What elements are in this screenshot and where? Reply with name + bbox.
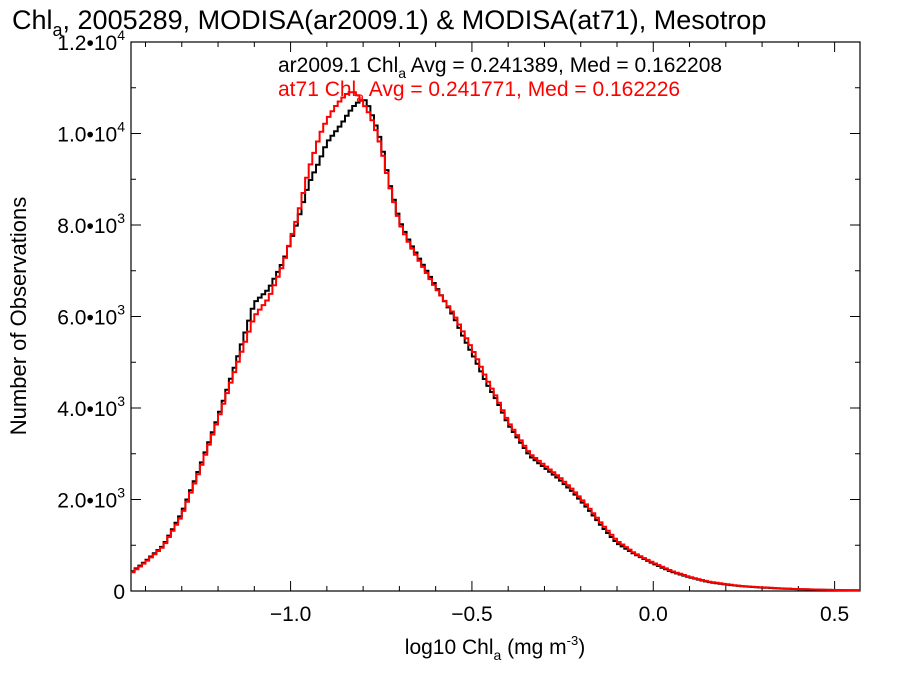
- y-tick-label: 1.2•104: [57, 27, 125, 55]
- x-tick-label: 0.5: [820, 603, 849, 626]
- x-tick-label: 0.0: [639, 603, 668, 626]
- y-tick-label: 8.0•103: [57, 210, 125, 238]
- y-tick-label: 4.0•103: [57, 393, 125, 421]
- x-tick-labels: −1.0 −0.5 0.0 0.5: [270, 603, 849, 626]
- x-axis-label: log10 Chla (mg m-3): [405, 633, 585, 663]
- y-tick-label: 1.0•104: [57, 119, 125, 147]
- y-tick-labels: 0 2.0•103 4.0•103 6.0•103 8.0•103 1.0•104 1.2•…: [57, 27, 125, 604]
- series-at71-line: [131, 91, 860, 592]
- plot-frame: [130, 41, 861, 592]
- histogram-series: [131, 91, 860, 592]
- chart-title: Chla, 2005289, MODISA(ar2009.1) & MODISA…: [12, 5, 766, 40]
- annotation-at71: at71 Chla Avg = 0.241771, Med = 0.162226: [278, 78, 680, 105]
- y-tick-label: 0: [113, 581, 125, 604]
- x-tick-label: −0.5: [451, 603, 492, 626]
- series-ar2009-line: [131, 99, 860, 592]
- y-tick-label: 2.0•103: [57, 485, 125, 513]
- annotation-ar2009: ar2009.1 Chla Avg = 0.241389, Med = 0.16…: [278, 54, 722, 81]
- y-tick-label: 6.0•103: [57, 302, 125, 330]
- tick-marks: [131, 41, 860, 592]
- x-tick-label: −1.0: [270, 603, 311, 626]
- y-axis-label: Number of Observations: [6, 197, 31, 435]
